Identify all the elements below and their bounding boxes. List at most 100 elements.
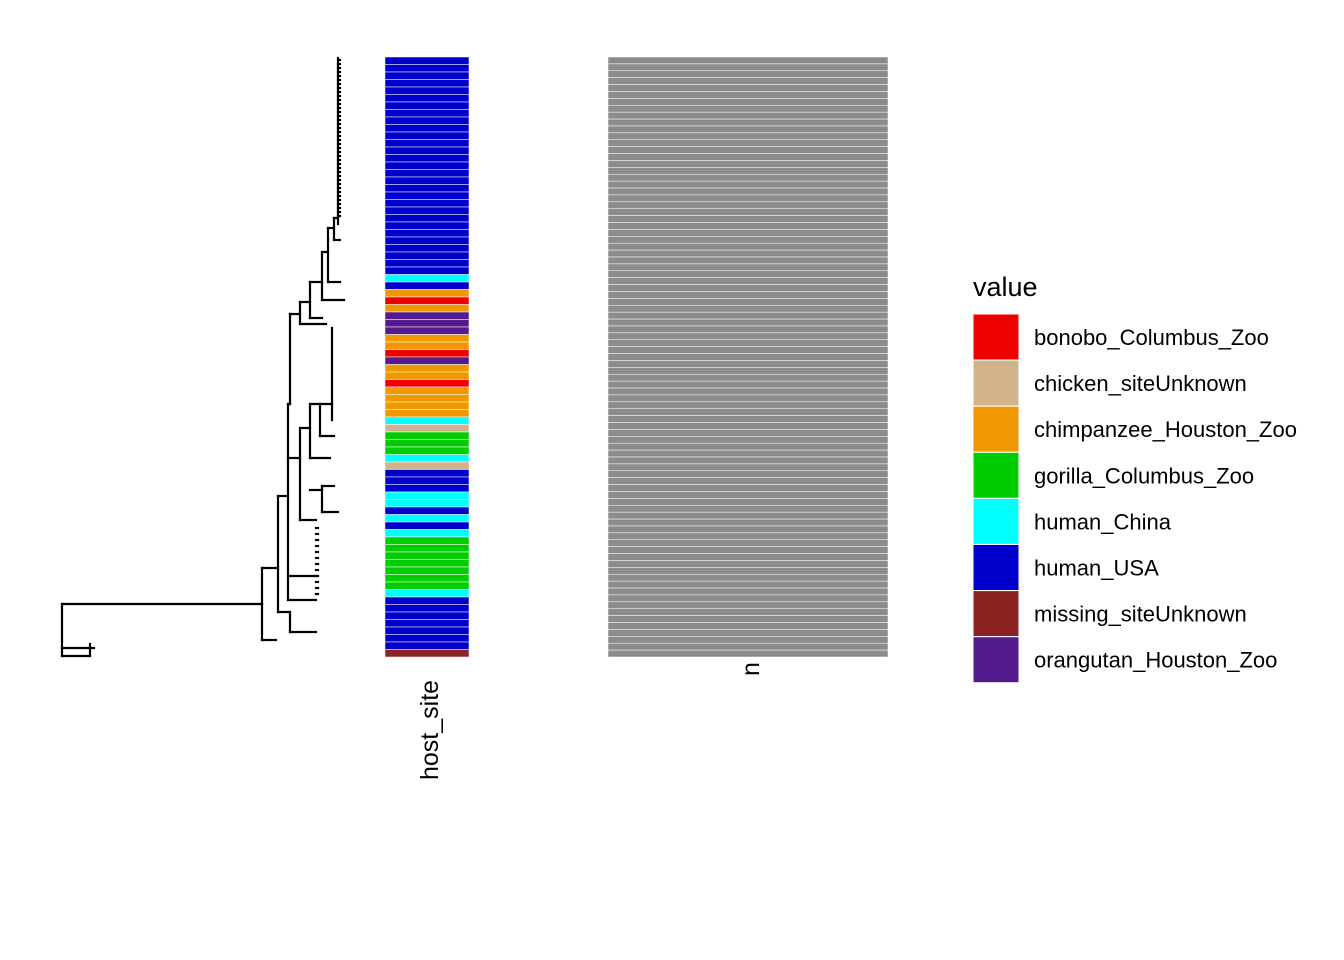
host-site-cell [384, 596, 470, 605]
host-site-cell [384, 191, 470, 200]
legend: value bonobo_Columbus_Zoo chicken_siteUnk… [972, 272, 1297, 684]
host-site-cell [384, 169, 470, 178]
host-site-cell [384, 446, 470, 455]
n-cell [607, 622, 889, 630]
host-site-cell [384, 251, 470, 260]
host-site-cell [384, 641, 470, 650]
host-site-cell [384, 326, 470, 335]
n-cell [607, 84, 889, 92]
n-cell [607, 346, 889, 354]
host-site-cell [384, 611, 470, 620]
host-site-cell [384, 409, 470, 418]
n-cell [607, 470, 889, 478]
legend-label: gorilla_Columbus_Zoo [1034, 463, 1254, 488]
host-site-cell [384, 101, 470, 110]
n-cell [607, 649, 889, 658]
host-site-cell [384, 364, 470, 373]
n-cell [607, 270, 889, 278]
host-site-cell [384, 356, 470, 365]
n-cell [607, 187, 889, 196]
host-site-cell [384, 394, 470, 403]
host-site-cell [384, 214, 470, 223]
host-site-cell [384, 424, 470, 433]
n-cell [607, 442, 889, 451]
host-site-cell [384, 371, 470, 380]
host-site-cell [384, 551, 470, 560]
n-cell [607, 298, 889, 306]
host-site-cell [384, 626, 470, 635]
host-site-cell [384, 589, 470, 598]
host-site-cell [384, 206, 470, 215]
legend-swatch [972, 451, 1020, 499]
host-site-cell [384, 199, 470, 208]
n-cell [607, 422, 889, 430]
host-site-cell [384, 379, 470, 388]
host-site-cell [384, 311, 470, 320]
host-site-cell [384, 139, 470, 148]
host-site-cell [384, 64, 470, 73]
n-cell [607, 587, 889, 596]
host-site-cell [384, 319, 470, 328]
host-site-cell [384, 161, 470, 170]
n-cell [607, 242, 889, 251]
n-cell [607, 98, 889, 106]
n-cell [607, 263, 889, 272]
n-cell [607, 105, 889, 113]
legend-label: missing_siteUnknown [1034, 602, 1247, 627]
n-cell [607, 498, 889, 506]
host-site-cell [384, 146, 470, 155]
host-site-cell [384, 461, 470, 470]
host-site-cell [384, 154, 470, 163]
n-cell [607, 146, 889, 154]
n-cell [607, 387, 889, 396]
n-cell [607, 518, 889, 527]
n-cell [607, 484, 889, 492]
n-cell [607, 567, 889, 575]
n-cell [607, 594, 889, 603]
host-site-cell [384, 544, 470, 553]
host-site-cell [384, 499, 470, 508]
n-cell [607, 332, 889, 341]
n-cell [607, 201, 889, 209]
n-cell [607, 153, 889, 161]
host-site-cell [384, 559, 470, 568]
host-site-cell [384, 506, 470, 515]
n-cell [607, 236, 889, 244]
n-cell [607, 208, 889, 216]
n-cell [607, 615, 889, 623]
host-site-cell [384, 244, 470, 253]
n-cell [607, 449, 889, 458]
n-cell [607, 160, 889, 168]
legend-items: bonobo_Columbus_Zoo chicken_siteUnknownch… [972, 313, 1297, 684]
host-site-cell [384, 94, 470, 103]
n-cell [607, 573, 889, 582]
host-site-cell [384, 184, 470, 193]
n-cell [607, 629, 889, 637]
host-site-cell [384, 574, 470, 583]
n-cell [607, 560, 889, 568]
host-site-cell [384, 229, 470, 238]
host-site-cell [384, 296, 470, 305]
n-cell [607, 222, 889, 230]
legend-title: value [973, 272, 1038, 302]
n-cell [607, 56, 889, 65]
n-cell [607, 373, 889, 382]
legend-swatch [972, 544, 1020, 591]
n-cell [607, 360, 889, 368]
legend-label: chimpanzee_Houston_Zoo [1034, 417, 1297, 442]
n-cell [607, 429, 889, 437]
host-site-cell [384, 634, 470, 643]
host-site-cell [384, 236, 470, 245]
n-cell [607, 477, 889, 485]
n-cell [607, 305, 889, 313]
n-cell [607, 608, 889, 616]
host-site-cell [384, 514, 470, 523]
host-site-cell [384, 176, 470, 185]
n-cell [607, 291, 889, 299]
n-cell [607, 415, 889, 423]
host-site-cell [384, 304, 470, 313]
n-cell [607, 642, 889, 651]
n-cell [607, 636, 889, 644]
host-site-cell [384, 619, 470, 628]
n-cell [607, 167, 889, 175]
